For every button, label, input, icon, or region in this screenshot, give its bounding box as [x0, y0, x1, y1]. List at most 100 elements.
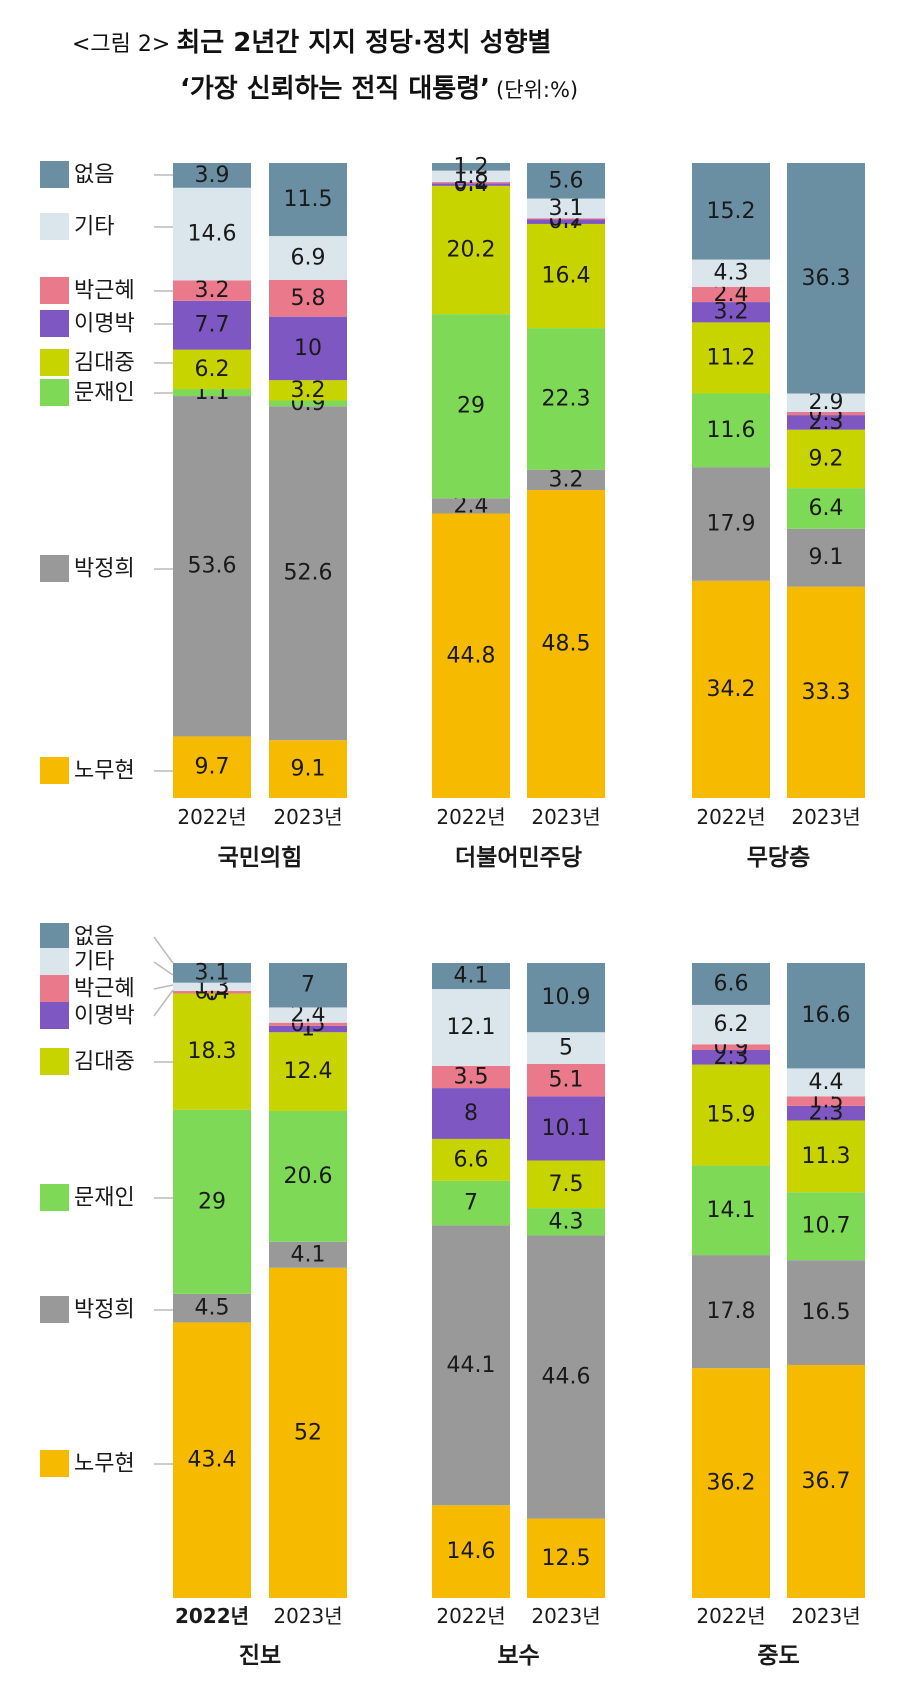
- bar-segment-없음: [692, 163, 770, 260]
- unit-label: (단위:%): [496, 78, 579, 102]
- bar-segment-박근혜: [527, 1063, 605, 1097]
- legend-label-박근혜: 박근혜: [74, 977, 135, 1002]
- bar-segment-기타: [269, 1007, 347, 1023]
- bar-segment-박근혜: [692, 1044, 770, 1050]
- bar-segment-김대중: [173, 349, 251, 390]
- bar-segment-기타: [787, 1068, 865, 1097]
- data-label-노무현: 48.5: [542, 632, 591, 657]
- bar-segment-없음: [527, 963, 605, 1033]
- bar-segment-이명박: [787, 415, 865, 430]
- legend-swatch-이명박: [40, 1002, 69, 1029]
- panel-title: 진보: [239, 1643, 281, 1669]
- bar-segment-없음: [527, 163, 605, 199]
- data-label-없음: 15.2: [707, 199, 756, 224]
- data-label-김대중: 16.4: [542, 264, 591, 289]
- data-label-김대중: 9.2: [809, 446, 844, 471]
- data-label-노무현: 36.7: [802, 1469, 851, 1494]
- x-tick-label: 2022년: [436, 805, 505, 829]
- bar-segment-박근혜: [787, 411, 865, 416]
- data-label-김대중: 18.3: [188, 1039, 237, 1064]
- panel-title: 국민의힘: [218, 845, 303, 871]
- data-label-문재인: 7: [464, 1191, 478, 1216]
- bar-segment-문재인: [787, 1192, 865, 1261]
- data-label-박정희: 4.1: [291, 1242, 326, 1267]
- bar-segment-김대중: [173, 993, 251, 1110]
- data-label-없음: 16.6: [802, 1003, 851, 1028]
- bar-segment-김대중: [692, 1064, 770, 1166]
- legend-label-박정희: 박정희: [74, 1298, 135, 1323]
- bar-segment-없음: [269, 963, 347, 1008]
- data-label-박정희: 44.1: [447, 1353, 496, 1378]
- bar-segment-기타: [432, 170, 510, 183]
- bar-segment-노무현: [432, 1505, 510, 1598]
- bar-segment-노무현: [787, 586, 865, 798]
- data-label-박정희: 16.5: [802, 1300, 851, 1325]
- x-tick-label: 2023년: [791, 805, 860, 829]
- legend-swatch-김대중: [40, 1048, 69, 1075]
- x-tick-label: 2022년: [436, 1604, 505, 1628]
- bar-segment-박근혜: [173, 990, 251, 994]
- data-label-없음: 10.9: [542, 985, 591, 1010]
- bar-segment-박근혜: [269, 1022, 347, 1026]
- data-label-노무현: 9.7: [195, 755, 230, 780]
- data-label-노무현: 14.6: [447, 1539, 496, 1564]
- bar-segment-박정희: [432, 498, 510, 514]
- legend-leader-line: [153, 936, 174, 964]
- bar-segment-노무현: [432, 513, 510, 798]
- bar-segment-박정희: [432, 1225, 510, 1506]
- data-label-김대중: 3.2: [291, 378, 326, 403]
- data-label-이명박: 7.7: [195, 313, 230, 338]
- data-label-없음: 4.1: [454, 964, 489, 989]
- bar-segment-김대중: [269, 1032, 347, 1111]
- bar-segment-박정희: [173, 1293, 251, 1323]
- data-label-기타: 5: [559, 1036, 573, 1061]
- bar-segment-없음: [173, 163, 251, 188]
- data-label-기타: 12.1: [447, 1015, 496, 1040]
- legend-swatch-없음: [40, 923, 69, 950]
- bar-segment-박근혜: [173, 280, 251, 301]
- bar-segment-없음: [432, 163, 510, 171]
- bar-segment-이명박: [173, 300, 251, 350]
- data-label-김대중: 12.4: [284, 1059, 333, 1084]
- legend-leader-line: [153, 989, 174, 1017]
- bar-segment-박정희: [173, 396, 251, 737]
- legend-label-문재인: 문재인: [74, 381, 135, 406]
- data-label-박정희: 44.6: [542, 1365, 591, 1390]
- data-label-박근혜: 3.2: [195, 278, 230, 303]
- panel-title: 무당층: [747, 845, 810, 871]
- bar-segment-노무현: [173, 736, 251, 798]
- x-tick-label: 2023년: [791, 1604, 860, 1628]
- panel-title: 더불어민주당: [455, 845, 582, 871]
- x-tick-label: 2023년: [273, 1604, 342, 1628]
- bar-segment-노무현: [692, 1368, 770, 1598]
- chart-title-line1: <그림 2> 최근 2년간 지지 정당·정치 성향별: [72, 22, 551, 59]
- bar-segment-없음: [692, 963, 770, 1005]
- data-label-노무현: 9.1: [291, 757, 326, 782]
- data-label-박정희: 4.5: [195, 1296, 230, 1321]
- bar-segment-박근혜: [787, 1096, 865, 1106]
- legend-leader-line: [153, 984, 174, 990]
- data-label-기타: 4.4: [809, 1070, 844, 1095]
- data-label-문재인: 11.6: [707, 418, 756, 443]
- data-label-박정희: 52.6: [284, 561, 333, 586]
- data-label-문재인: 14.1: [707, 1198, 756, 1223]
- bar-segment-노무현: [269, 1267, 347, 1598]
- bar-segment-박정희: [269, 406, 347, 741]
- bar-segment-없음: [787, 963, 865, 1069]
- bar-segment-문재인: [173, 1109, 251, 1294]
- bar-segment-문재인: [432, 314, 510, 499]
- data-label-박정희: 9.1: [809, 545, 844, 570]
- legend-swatch-없음: [40, 161, 69, 188]
- data-label-없음: 3.9: [195, 163, 230, 188]
- bar-segment-김대중: [692, 322, 770, 394]
- bar-segment-박정희: [527, 469, 605, 491]
- legend-swatch-이명박: [40, 310, 69, 337]
- data-label-노무현: 36.2: [707, 1471, 756, 1496]
- bar-segment-김대중: [432, 185, 510, 315]
- legend-swatch-기타: [40, 948, 69, 975]
- bar-segment-기타: [692, 1004, 770, 1045]
- data-label-문재인: 10.7: [802, 1214, 851, 1239]
- bar-segment-문재인: [692, 393, 770, 468]
- bar-segment-박정희: [692, 467, 770, 581]
- bar-segment-없음: [173, 963, 251, 983]
